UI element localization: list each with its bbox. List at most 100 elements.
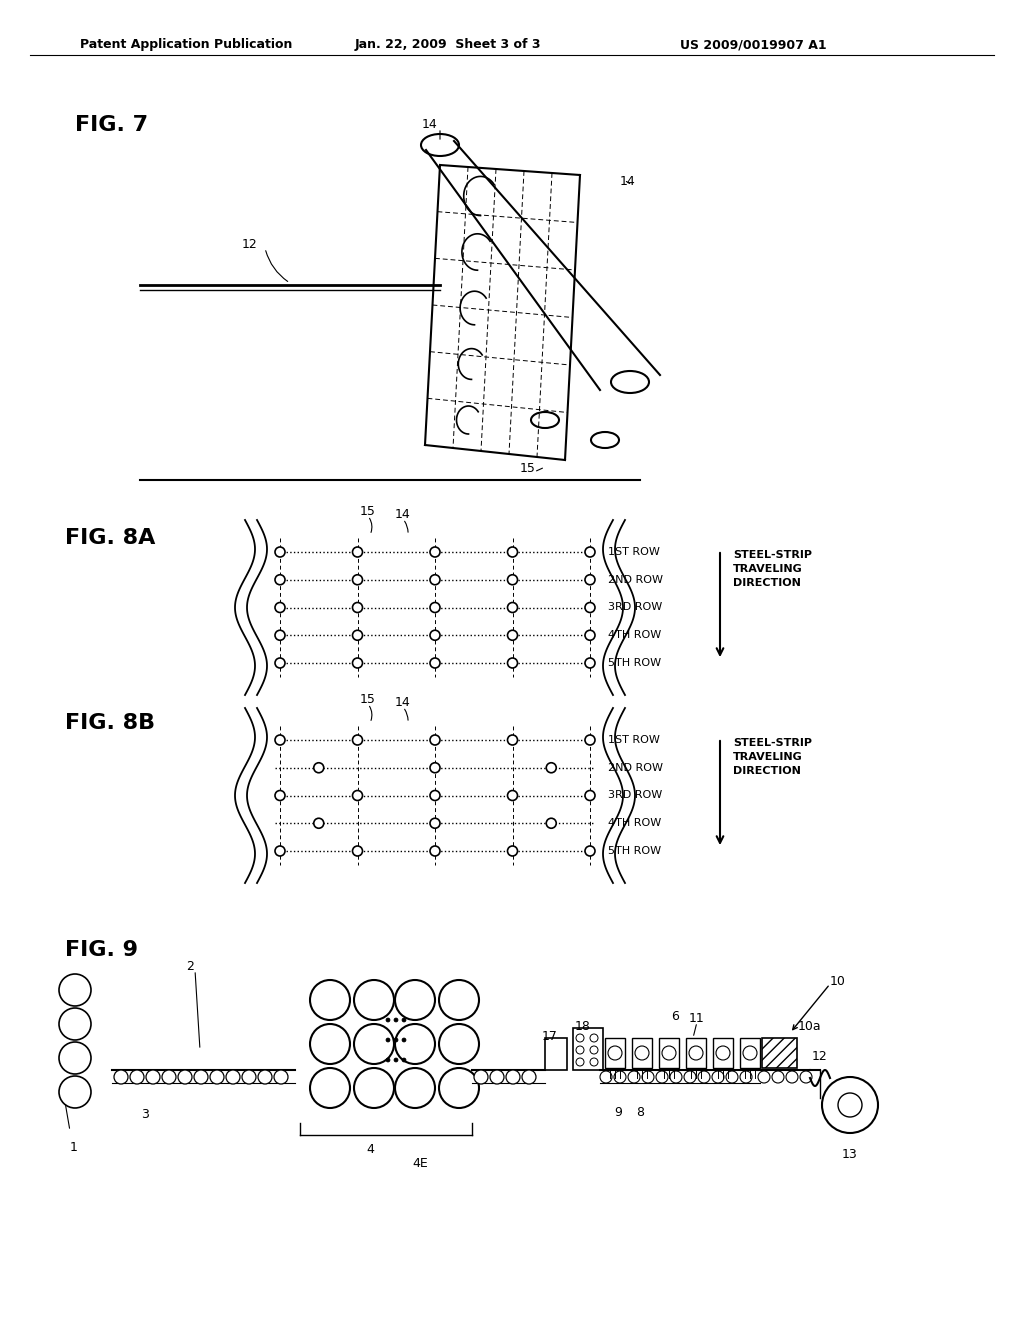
Circle shape: [740, 1071, 752, 1082]
Text: 2ND ROW: 2ND ROW: [608, 574, 663, 585]
Circle shape: [585, 791, 595, 800]
Text: 14: 14: [395, 508, 411, 521]
Bar: [713, 1038, 733, 1068]
Circle shape: [59, 1076, 91, 1107]
Circle shape: [614, 1071, 626, 1082]
Circle shape: [575, 1034, 584, 1041]
Circle shape: [258, 1071, 272, 1084]
Circle shape: [590, 1034, 598, 1041]
Text: FIG. 9: FIG. 9: [65, 940, 138, 960]
Circle shape: [430, 657, 440, 668]
Text: 14: 14: [395, 696, 411, 709]
Circle shape: [698, 1071, 710, 1082]
Circle shape: [508, 791, 517, 800]
Circle shape: [439, 1024, 479, 1064]
Circle shape: [506, 1071, 520, 1084]
Circle shape: [310, 1024, 350, 1064]
Text: 5TH ROW: 5TH ROW: [608, 657, 662, 668]
Ellipse shape: [591, 432, 618, 447]
Circle shape: [508, 602, 517, 612]
Circle shape: [313, 763, 324, 772]
Circle shape: [758, 1071, 770, 1082]
Circle shape: [684, 1071, 696, 1082]
Circle shape: [439, 979, 479, 1020]
Circle shape: [395, 1068, 435, 1107]
Circle shape: [772, 1071, 784, 1082]
Text: 1: 1: [70, 1140, 78, 1154]
Circle shape: [590, 1045, 598, 1053]
Circle shape: [508, 846, 517, 855]
Circle shape: [352, 546, 362, 557]
Text: 4TH ROW: 4TH ROW: [608, 630, 662, 640]
Circle shape: [352, 602, 362, 612]
Circle shape: [226, 1071, 240, 1084]
Circle shape: [275, 791, 285, 800]
Circle shape: [430, 846, 440, 855]
Circle shape: [546, 763, 556, 772]
Circle shape: [822, 1077, 878, 1133]
Circle shape: [508, 630, 517, 640]
Text: DIRECTION: DIRECTION: [733, 766, 801, 776]
Circle shape: [310, 979, 350, 1020]
Bar: [686, 1038, 706, 1068]
Circle shape: [716, 1045, 730, 1060]
Text: 4TH ROW: 4TH ROW: [608, 818, 662, 828]
Circle shape: [402, 1038, 406, 1041]
Circle shape: [642, 1071, 654, 1082]
Circle shape: [430, 546, 440, 557]
Circle shape: [689, 1045, 703, 1060]
Circle shape: [386, 1038, 390, 1041]
Bar: [762, 1038, 797, 1068]
Circle shape: [430, 791, 440, 800]
Circle shape: [275, 846, 285, 855]
Circle shape: [800, 1071, 812, 1082]
Circle shape: [585, 546, 595, 557]
Circle shape: [352, 657, 362, 668]
Circle shape: [712, 1071, 724, 1082]
Circle shape: [178, 1071, 193, 1084]
Text: STEEL-STRIP: STEEL-STRIP: [733, 550, 812, 560]
Text: 11: 11: [689, 1012, 705, 1026]
Circle shape: [726, 1071, 738, 1082]
Circle shape: [275, 657, 285, 668]
Text: FIG. 7: FIG. 7: [75, 115, 148, 135]
Circle shape: [430, 818, 440, 828]
Text: 5TH ROW: 5TH ROW: [608, 846, 662, 855]
Text: 3RD ROW: 3RD ROW: [608, 602, 663, 612]
Circle shape: [354, 1068, 394, 1107]
Text: 17: 17: [542, 1030, 558, 1043]
Text: 10: 10: [830, 975, 846, 987]
Circle shape: [310, 1068, 350, 1107]
Circle shape: [275, 630, 285, 640]
Circle shape: [352, 791, 362, 800]
Circle shape: [274, 1071, 288, 1084]
Circle shape: [474, 1071, 488, 1084]
Text: 1ST ROW: 1ST ROW: [608, 735, 659, 744]
Circle shape: [402, 1059, 406, 1063]
Circle shape: [162, 1071, 176, 1084]
Text: 10a: 10a: [798, 1020, 821, 1034]
Circle shape: [430, 602, 440, 612]
Text: 3RD ROW: 3RD ROW: [608, 791, 663, 800]
Circle shape: [430, 630, 440, 640]
Circle shape: [275, 574, 285, 585]
Text: 13: 13: [842, 1148, 858, 1162]
Bar: [545, 1038, 567, 1071]
Text: 6: 6: [671, 1010, 679, 1023]
Ellipse shape: [421, 135, 459, 156]
Text: 12: 12: [812, 1049, 827, 1063]
Text: TRAVELING: TRAVELING: [733, 752, 803, 762]
Circle shape: [394, 1038, 398, 1041]
Circle shape: [395, 1024, 435, 1064]
Text: 8: 8: [636, 1106, 644, 1119]
Text: US 2009/0019907 A1: US 2009/0019907 A1: [680, 38, 826, 51]
Circle shape: [146, 1071, 160, 1084]
Circle shape: [275, 735, 285, 744]
Circle shape: [130, 1071, 144, 1084]
Ellipse shape: [531, 412, 559, 428]
Circle shape: [114, 1071, 128, 1084]
Text: 2: 2: [186, 960, 194, 973]
Text: Patent Application Publication: Patent Application Publication: [80, 38, 293, 51]
Circle shape: [786, 1071, 798, 1082]
Circle shape: [59, 1008, 91, 1040]
